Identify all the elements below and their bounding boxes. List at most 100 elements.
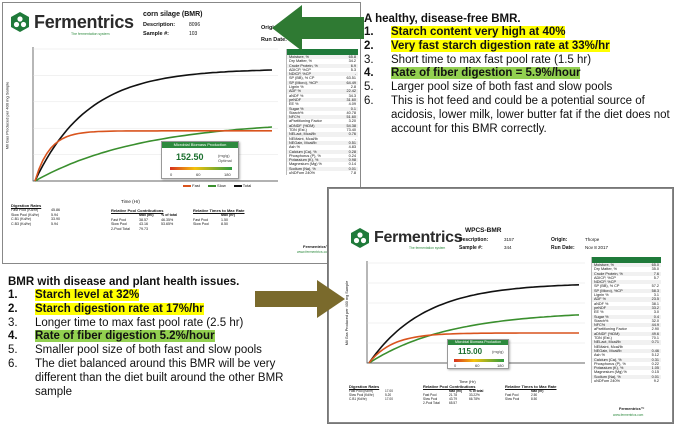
diseased-bmr-notes: BMR with disease and plant health issues… [8, 276, 303, 399]
run-date-label: Run Date: [261, 37, 287, 43]
table-row: 2-Pool Total 79.73 [111, 227, 185, 231]
chart-legend: Fast Slow Total [183, 183, 251, 188]
table-cell: 5.94 [51, 221, 58, 226]
healthy-bmr-heading: A healthy, disease-free BMR. [364, 13, 521, 25]
highlighted-text: Rate of fiber digestion 5.2%/hour [35, 330, 215, 343]
microbial-biomass-unit: (mg/g) [492, 349, 504, 354]
run-date-label: Run Date: [551, 245, 575, 251]
nutrient-row: uNDFom 240% 7.8 [287, 171, 358, 175]
note-text: Longer time to max fast pool rate (2.5 h… [35, 317, 303, 331]
table-cell: 53.65% [161, 222, 174, 227]
healthy-bmr-list: 1. Starch content very high at 40% 2. Very … [364, 26, 671, 136]
nutrient-row: Phosphorus (P), % 0.22 [592, 362, 661, 366]
table-title: Relative Times to Max Rate [505, 384, 557, 389]
origin-value: Thorpe [585, 237, 600, 242]
nutrient-value: 1.05 [651, 366, 659, 371]
fast-pool-curve [368, 332, 579, 364]
nutrient-row: Ash % 5.12 [592, 353, 661, 357]
nutrient-value: 5.12 [651, 353, 659, 358]
footer-url: www.fermentrics.com [297, 250, 331, 254]
table-cell [469, 401, 491, 405]
nutrient-row: TDN (Est.) 73.40 [287, 128, 358, 132]
note-number: 3. [364, 53, 374, 66]
nutrient-row: Sugar % 0.1 [287, 106, 358, 111]
hexagon-cluster-icon [11, 12, 29, 32]
gauge-min-label: 0 [454, 363, 457, 368]
table-cell: Slow Pool (Kd/hr) [349, 393, 374, 397]
table-cell: 1.50 [221, 217, 228, 222]
nutrient-value: 0.98 [348, 158, 356, 163]
nutrient-name: ADF % [594, 297, 607, 302]
digestion-rates-table: Digestion Rates Fast Pool (Kd/hr) 45.86 Slo… [11, 203, 71, 226]
microbial-biomass-value: 115.00 [458, 347, 483, 356]
table-row: Fast Pool 1.50 [193, 218, 245, 222]
note-item: 4. Rate of fiber digestion = 5.9%/hour [364, 67, 671, 81]
nutrient-name: Phosphorus (P), % [289, 153, 321, 158]
footer-brand: Fermentrics™ [619, 407, 645, 411]
nutrient-row: NDICP, %CP [592, 280, 661, 285]
note-text: Rate of fiber digestion = 5.9%/hour [391, 67, 671, 81]
nutrient-name: Crude Protein, % [594, 271, 623, 276]
nutrient-name: aDNDF (%DM) [289, 123, 315, 128]
chart-axes [366, 261, 585, 364]
note-item: 1. Starch level at 32% [8, 289, 303, 303]
nutrient-value: 0.24 [348, 153, 356, 158]
table-cell: Slow Pool [193, 222, 209, 227]
nutrient-value: 70.1 [651, 336, 659, 341]
table-cell: 38.57 [139, 217, 148, 222]
healthy-bmr-notes: A healthy, disease-free BMR. 1. Starch co… [364, 13, 671, 136]
nutrient-name: Lignin % [594, 293, 609, 298]
nutrient-value: 0.01 [348, 166, 356, 171]
nutrient-row: Potassium (K), % 1.05 [592, 366, 661, 371]
nutrient-name: Crude Protein, % [289, 63, 318, 68]
table-title: Relative Pool Contributions [423, 384, 476, 389]
note-item: 5. Smaller pool size of both fast and slo… [8, 344, 303, 358]
sample-title: WPCS-BMR [465, 227, 502, 234]
table-cell: 33.90 [51, 217, 60, 222]
nutrient-name: TDN (Est.) [289, 128, 307, 133]
nutrient-row: Dry Matter, % 35.0 [592, 267, 661, 271]
nutrient-value: 5.7 [653, 275, 659, 280]
nutrient-value: 40.78 [346, 110, 356, 115]
logo-tagline: The fermentation system [409, 246, 446, 250]
nutrient-name: aNDF % [289, 93, 304, 98]
nutrient-name: NDICP, %CP [594, 280, 617, 285]
nutrient-value: - [354, 136, 356, 141]
table-cell: Fast Pool [193, 217, 209, 222]
nutrient-value: 63.51 [346, 76, 356, 81]
table-cell: C.B1 (Kd/hr) [349, 397, 367, 401]
note-number: 5. [8, 344, 18, 357]
nutrient-row: peNDF 31.60 [287, 97, 358, 103]
nutrient-table-header [592, 257, 661, 263]
table-title: Relative Pool Contributions [111, 208, 164, 213]
table-cell: 5.20 [385, 393, 392, 397]
table-row: Fast Pool 38.57 46.35% [111, 218, 185, 222]
nutrient-name: NELact, Mcal/lb [289, 132, 316, 137]
nutrient-row: NELact, Mcal/lb 0.76 [287, 132, 358, 137]
nutrient-name: uNDFom 240% [594, 379, 620, 384]
nutrient-value: 5.3 [350, 67, 356, 72]
nutrient-row: NELact, Mcal/lb 0.71 [592, 340, 661, 345]
nutrient-value: 23.5 [651, 297, 659, 302]
table-row: C.B1 (Kd/hr) 33.90 [11, 217, 71, 221]
microbial-biomass-unit: (mg/g) [218, 153, 230, 158]
nutrient-row: Potassium (K), % 0.98 [287, 158, 358, 163]
note-text: Rate of fiber digestion 5.2%/hour [35, 330, 303, 344]
nutrient-name: aDNDF (%DM) [594, 331, 620, 336]
table-title: Digestion Rates [11, 203, 42, 208]
nutrient-name: Sodium (Na), % [289, 166, 316, 171]
nutrient-row: NFC% 51.60 [287, 115, 358, 120]
logo-wordmark: Fermentrics [374, 229, 463, 246]
nutrient-row: Sugar % 0.4 [592, 314, 661, 319]
nutrient-row: NEGain, Mcal/lb 0.46 [592, 348, 661, 354]
sample-number-value: 344 [504, 245, 512, 250]
nutrient-value: 4.83 [348, 145, 356, 150]
microbial-biomass-title: Microbial Biomass Production [448, 340, 508, 345]
diseased-bmr-heading: BMR with disease and plant health issues… [8, 276, 240, 288]
description-value: 8096 [189, 22, 201, 28]
nutrient-value: 0.71 [651, 340, 659, 345]
note-item: 6. This is hot feed and could be a potent… [364, 95, 671, 136]
nutrient-name: Sugar % [594, 314, 609, 319]
microbial-biomass-widget: Microbial Biomass Production 152.50 (mg/… [161, 141, 239, 179]
nutrient-row: EE % 3.0 [592, 310, 661, 314]
